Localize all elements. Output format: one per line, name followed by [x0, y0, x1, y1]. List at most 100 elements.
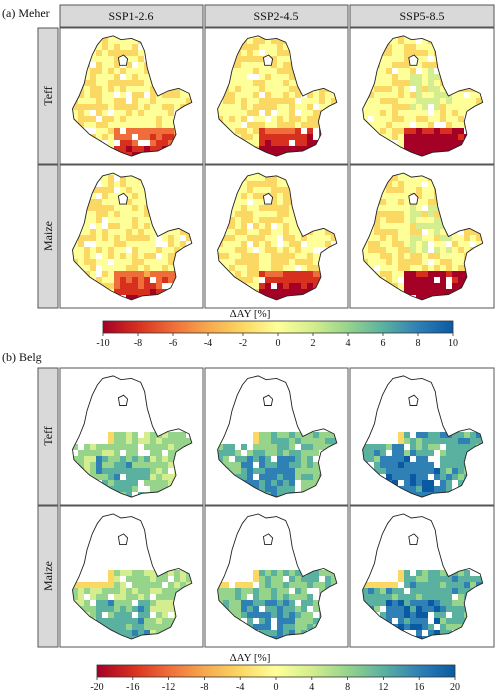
map-pixel — [307, 259, 313, 265]
map-pixel — [150, 606, 156, 612]
map-pixel — [392, 444, 398, 450]
map-pixel — [126, 152, 132, 157]
map-pixel — [380, 253, 386, 259]
map-pixel — [392, 116, 398, 122]
map-pixel — [428, 229, 434, 235]
map-pixel — [168, 98, 174, 104]
map-pixel — [422, 474, 428, 480]
map-pixel — [398, 456, 404, 462]
map-pixel — [301, 283, 307, 289]
map-pixel — [422, 68, 428, 74]
map-pixel — [428, 211, 434, 217]
map-pixel — [283, 235, 289, 241]
map-pixel — [150, 265, 156, 271]
map-pixel — [102, 199, 108, 205]
map-pixel — [84, 259, 90, 265]
map-pixel — [126, 474, 132, 480]
map-pixel — [289, 122, 295, 128]
map-pixel — [126, 181, 132, 187]
map-pixel — [283, 432, 289, 438]
map-pixel — [307, 134, 313, 140]
map-pixel — [120, 241, 126, 247]
map-pixel — [440, 265, 446, 271]
map-pixel — [150, 86, 156, 92]
map-pixel — [168, 432, 174, 438]
map-pixel — [247, 600, 253, 606]
map-pixel — [253, 68, 259, 74]
map-pixel — [156, 110, 162, 116]
map-pixel — [307, 432, 313, 438]
map-pixel — [132, 104, 138, 110]
map-pixel — [446, 146, 452, 152]
map-pixel — [301, 271, 307, 277]
colorbar-belg-tick-label: -8 — [200, 682, 208, 693]
map-pixel — [301, 582, 307, 588]
map-pixel — [162, 588, 168, 594]
map-pixel — [325, 235, 331, 241]
map-pixel — [241, 582, 247, 588]
map-pixel — [307, 576, 313, 582]
map-pixel — [458, 576, 464, 582]
map-pixel — [259, 289, 265, 295]
map-pixel — [168, 570, 174, 576]
map-pixel — [319, 235, 325, 241]
map-pixel — [416, 128, 422, 134]
map-pixel — [277, 618, 283, 624]
map-pixel — [162, 618, 168, 624]
map-pixel — [398, 606, 404, 612]
map-pixel — [138, 122, 144, 128]
map-pixel — [108, 104, 114, 110]
map-pixel — [162, 624, 168, 630]
map-pixel — [440, 289, 446, 295]
map-pixel — [120, 271, 126, 277]
map-pixel — [374, 104, 380, 110]
map-pixel — [132, 295, 138, 300]
map-pixel — [253, 175, 259, 181]
map-pixel — [102, 253, 108, 259]
map-pixel — [331, 98, 337, 104]
map-pixel — [120, 175, 126, 181]
map-pixel — [102, 122, 108, 128]
map-pixel — [126, 456, 132, 462]
map-pixel — [416, 134, 422, 140]
map-pixel — [458, 570, 464, 576]
map-pixel — [144, 235, 150, 241]
map-pixel — [410, 486, 416, 492]
map-pixel — [307, 271, 313, 277]
map-pixel — [271, 152, 277, 157]
map-pixel — [307, 98, 313, 104]
map-pixel — [428, 140, 434, 146]
map-pixel — [307, 277, 313, 283]
map-pixel — [241, 462, 247, 468]
map-pixel — [102, 582, 108, 588]
header-cell-ssp245 — [204, 4, 349, 28]
map-pixel — [138, 456, 144, 462]
map-pixel — [247, 283, 253, 289]
map-pixel — [440, 576, 446, 582]
map-pixel — [422, 582, 428, 588]
map-pixel — [144, 271, 150, 277]
map-pixel — [452, 582, 458, 588]
map-pixel — [265, 247, 271, 253]
region-outline — [217, 513, 338, 640]
map-pixel — [96, 450, 102, 456]
map-pixel — [416, 492, 422, 498]
map-pixel — [440, 432, 446, 438]
map-pixel — [470, 576, 476, 582]
map-pixel — [120, 181, 126, 187]
map-pixel — [452, 241, 458, 247]
map-pixel — [156, 450, 162, 456]
map-pixel — [120, 223, 126, 229]
map-pixel — [126, 205, 132, 211]
map-pixel — [138, 104, 144, 110]
map-pixel — [289, 570, 295, 576]
map-pixel — [380, 462, 386, 468]
map-pixel — [84, 80, 90, 86]
map-pixel — [362, 588, 368, 594]
map-pixel — [247, 474, 253, 480]
map-pixel — [422, 265, 428, 271]
map-pixel — [416, 110, 422, 116]
lake-outline — [262, 533, 274, 546]
map-pixel — [398, 86, 404, 92]
map-pixel — [404, 104, 410, 110]
